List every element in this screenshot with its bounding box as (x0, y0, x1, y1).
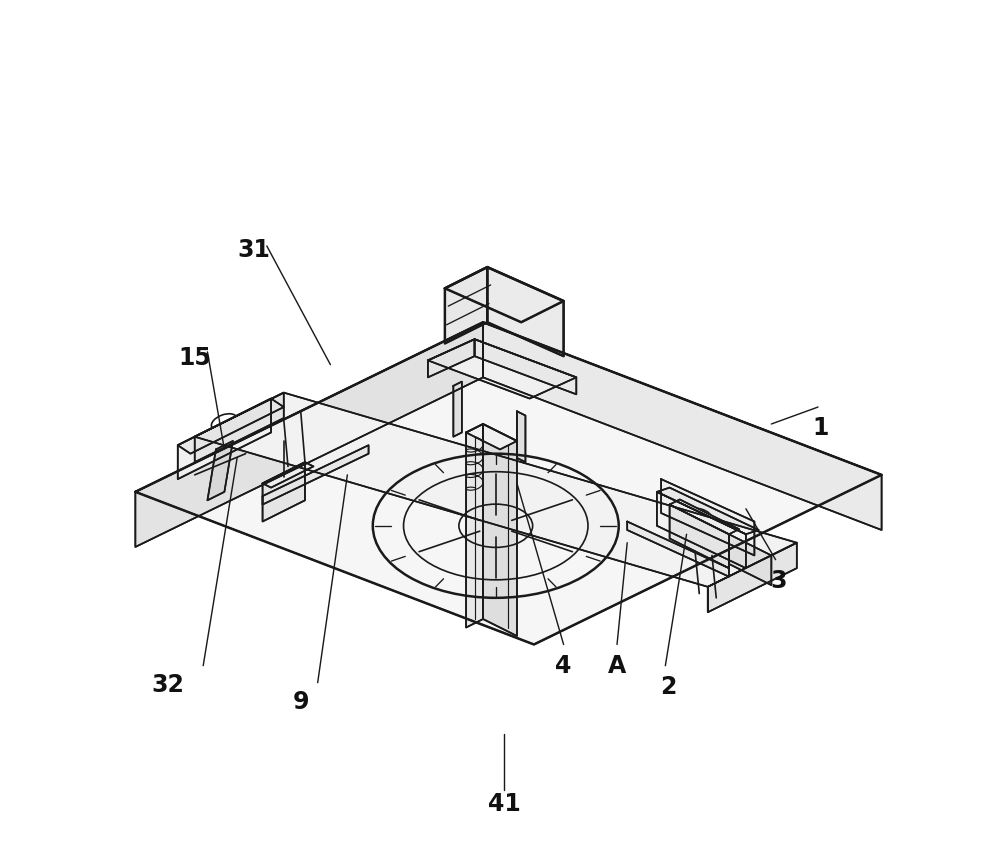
Polygon shape (135, 322, 483, 547)
Polygon shape (483, 322, 882, 530)
Polygon shape (263, 462, 305, 522)
Polygon shape (445, 267, 487, 343)
Polygon shape (517, 411, 525, 462)
Polygon shape (178, 399, 284, 454)
Text: 3: 3 (770, 569, 786, 593)
Polygon shape (428, 339, 475, 377)
Polygon shape (135, 322, 882, 644)
Polygon shape (729, 534, 771, 585)
Polygon shape (466, 424, 517, 449)
Polygon shape (657, 492, 746, 568)
Polygon shape (670, 499, 739, 534)
Polygon shape (661, 479, 754, 555)
Text: 31: 31 (238, 238, 271, 262)
Text: A: A (608, 654, 626, 678)
Text: 4: 4 (555, 654, 572, 678)
Polygon shape (487, 267, 564, 356)
Text: 32: 32 (151, 673, 184, 697)
Polygon shape (483, 424, 517, 636)
Text: 41: 41 (488, 792, 521, 816)
Polygon shape (195, 393, 284, 462)
Polygon shape (263, 462, 313, 488)
Polygon shape (445, 267, 564, 322)
Polygon shape (178, 399, 271, 479)
Polygon shape (428, 339, 576, 399)
Text: 1: 1 (812, 416, 829, 440)
Text: 9: 9 (292, 690, 309, 714)
Polygon shape (263, 445, 369, 505)
Text: 2: 2 (660, 675, 676, 699)
Polygon shape (657, 488, 759, 534)
Polygon shape (670, 505, 729, 568)
Polygon shape (475, 339, 576, 394)
Text: 15: 15 (178, 346, 211, 370)
Polygon shape (708, 543, 797, 612)
Polygon shape (453, 382, 462, 437)
Polygon shape (627, 522, 729, 577)
Polygon shape (195, 393, 797, 587)
Polygon shape (207, 441, 233, 500)
Polygon shape (466, 424, 483, 628)
